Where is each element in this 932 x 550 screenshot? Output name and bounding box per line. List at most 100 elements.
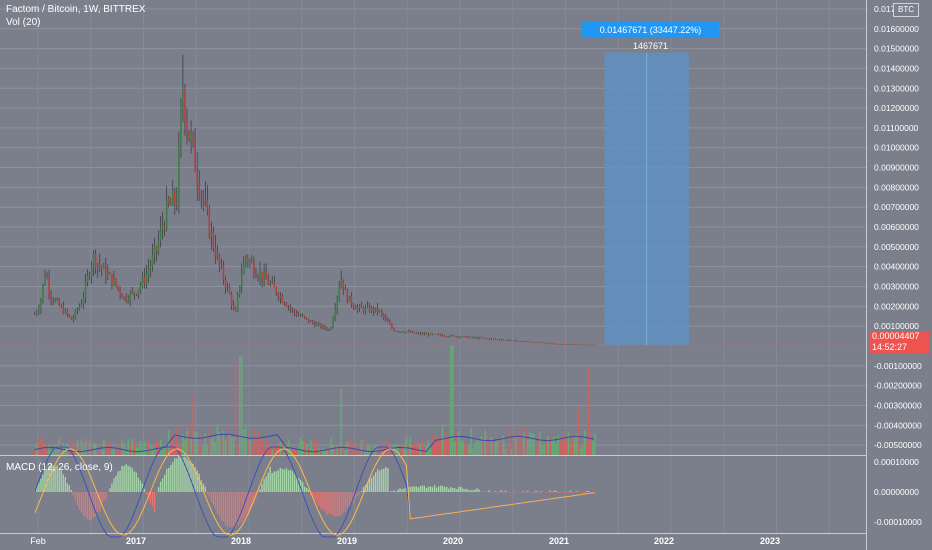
volume-bar (251, 444, 253, 455)
macd-histogram-bar (155, 492, 158, 493)
macd-histogram-bar (151, 492, 154, 507)
candle-body (518, 340, 521, 342)
volume-bar (403, 445, 405, 455)
symbol-title: Factom / Bitcoin, 1W, BITTREX (6, 4, 146, 15)
volume-bar (421, 439, 424, 455)
volume-bar (492, 441, 495, 455)
macd-histogram-bar (259, 489, 261, 492)
candle-body (277, 293, 280, 299)
volume-bar (40, 437, 42, 455)
macd-histogram-bar (312, 492, 314, 498)
candle-body (228, 287, 231, 295)
candle-body (155, 246, 158, 251)
candle-body (316, 324, 318, 327)
macd-histogram-bar (594, 492, 596, 494)
volume-bar (435, 436, 438, 455)
macd-histogram-bar (551, 492, 553, 494)
candle-body (192, 134, 194, 139)
macd-histogram-bar (204, 486, 206, 492)
candle-body (303, 316, 306, 318)
volume-bar (210, 438, 213, 455)
volume-bar (200, 435, 203, 455)
candle-body (92, 254, 95, 267)
macd-histogram-bar (504, 490, 507, 492)
candle-body (153, 246, 156, 256)
volume-bar (571, 433, 574, 455)
macd-histogram-bar (269, 466, 271, 492)
volume-bar (245, 426, 247, 455)
volume-bar (508, 427, 511, 455)
volume-bar (121, 439, 123, 455)
volume-bar (216, 424, 219, 455)
volume-bar (380, 443, 383, 455)
candle-body (573, 344, 576, 345)
volume-bar (42, 438, 44, 455)
price-axis-label: 0.01100000 (874, 123, 919, 133)
candle-body (490, 338, 493, 340)
last-price-value: 0.00004407 (872, 331, 920, 341)
macd-histogram-bar (324, 492, 326, 512)
candle-body (44, 276, 46, 285)
macd-histogram-bar (42, 474, 44, 492)
macd-histogram-bar (470, 490, 472, 492)
candle-body (565, 344, 568, 345)
volume-bar (34, 449, 36, 455)
candle-body (423, 333, 426, 335)
volume-bar (449, 345, 452, 455)
candle-body (502, 340, 505, 341)
candle-body (176, 203, 178, 205)
candle-body (165, 199, 168, 230)
macd-histogram-bar (583, 492, 586, 494)
macd-histogram-bar (92, 492, 95, 518)
price-axis-area (867, 0, 932, 550)
candle-body (445, 336, 448, 337)
candle-body (129, 293, 131, 301)
volume-bar (506, 445, 509, 455)
candle-body (549, 343, 551, 344)
volume-bar (234, 361, 237, 455)
macd-histogram-bar (443, 486, 446, 492)
candle-body (60, 305, 63, 307)
volume-bar (236, 445, 239, 455)
macd-histogram-bar (496, 492, 499, 494)
macd-histogram-bar (216, 492, 219, 514)
macd-histogram-bar (38, 482, 40, 492)
macd-histogram-bar (257, 491, 259, 492)
volume-bar (169, 441, 172, 455)
macd-histogram-bar (478, 489, 480, 492)
candle-body (449, 335, 452, 337)
candle-body (415, 333, 418, 334)
candle-body (553, 343, 556, 345)
candle-body (551, 343, 553, 345)
candle-body (401, 331, 403, 333)
volume-bar (316, 439, 318, 455)
volume-bar (171, 434, 174, 455)
macd-histogram-bar (393, 490, 395, 492)
volume-bar (545, 439, 547, 455)
macd-histogram-bar (127, 465, 129, 492)
candle-body (539, 342, 541, 344)
macd-histogram-bar (466, 488, 468, 492)
volume-bar (366, 446, 369, 455)
currency-button[interactable]: BTC (893, 3, 919, 17)
volume-bar (46, 443, 48, 455)
macd-histogram-bar (62, 474, 64, 492)
macd-histogram-bar (456, 489, 458, 492)
volume-bar (84, 440, 87, 455)
candle-body (545, 342, 547, 344)
candle-body (285, 304, 288, 307)
volume-bar (232, 437, 235, 455)
volume-bar (303, 441, 306, 455)
volume-bar (579, 448, 582, 455)
volume-bar (425, 445, 428, 455)
macd-histogram-bar (137, 477, 140, 492)
volume-bar (178, 446, 180, 455)
macd-histogram-bar (84, 492, 87, 518)
candle-body (581, 344, 584, 346)
candle-body (297, 315, 300, 317)
candle-body (322, 326, 324, 328)
volume-bar (123, 443, 125, 455)
macd-histogram-bar (383, 468, 385, 492)
